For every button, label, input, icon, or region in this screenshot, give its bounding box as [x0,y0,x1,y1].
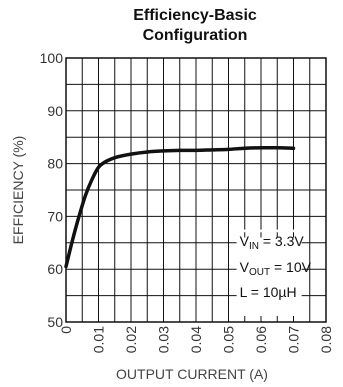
x-tick-label: 0.05 [221,326,237,353]
annotation-main: L = 10 [240,284,279,300]
annotation-value: µH [278,284,296,300]
y-axis-label: EFFICIENCY (%) [10,136,26,245]
x-tick-label: 0.02 [123,326,139,353]
y-tick-label: 100 [40,50,64,66]
annotation-main: V [240,233,250,249]
annotation-text-2: VOUT = 10V [240,259,312,278]
annotation-value: = 3.3V [259,233,304,249]
annotation-main: V [240,259,250,275]
y-tick-labels: 50 60 70 80 90 100 [40,50,64,330]
plot-frame [65,57,327,323]
x-tick-label: 0.06 [253,326,269,353]
x-tick-labels: 0 0.01 0.02 0.03 0.04 0.05 0.06 0.07 0.08 [58,326,334,353]
y-tick-label: 90 [47,103,63,119]
x-tick-label: 0.03 [156,326,172,353]
x-tick-label: 0.07 [286,326,302,353]
annotation-subscript: IN [249,241,259,252]
grid-lines [66,58,326,322]
y-tick-label: 60 [47,261,63,277]
annotation-box [236,229,302,316]
chart-title-line-2: Configuration [142,27,248,44]
annotation-text-1: VIN = 3.3V [240,233,305,252]
annotation-subscript: OUT [249,267,270,278]
y-tick-label: 80 [47,156,63,172]
x-tick-label: 0 [58,326,74,334]
y-tick-label: 70 [47,208,63,224]
annotation-text-3: L = 10µH [240,284,297,300]
x-tick-label: 0.08 [318,326,334,353]
series-line-efficiency [64,145,296,269]
x-tick-label: 0.04 [188,326,204,353]
chart-title-line-1: Efficiency-Basic [133,7,257,24]
x-axis-label: OUTPUT CURRENT (A) [116,366,268,382]
annotation-value: = 10V [270,259,312,275]
y-tick-label: 50 [47,314,63,330]
x-tick-label: 0.01 [91,326,107,353]
